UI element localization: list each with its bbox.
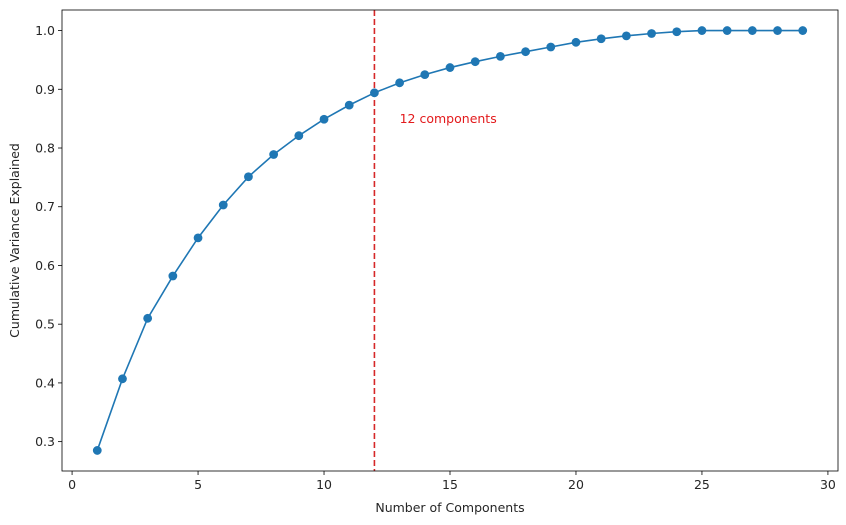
data-point — [571, 37, 581, 47]
x-tick-label: 0 — [68, 477, 76, 492]
y-tick-label: 0.6 — [35, 258, 55, 273]
data-point — [697, 26, 707, 35]
y-tick-label: 0.7 — [35, 199, 55, 214]
data-point — [118, 374, 127, 384]
data-point — [193, 233, 203, 243]
data-point — [621, 31, 631, 41]
y-axis-ticks: 0.3 0.4 0.5 0.6 0.7 0.8 0.9 1.0 — [35, 23, 62, 449]
data-point — [546, 42, 556, 52]
data-point — [747, 26, 757, 35]
y-tick-label: 0.9 — [35, 82, 55, 97]
data-point — [495, 51, 505, 61]
y-tick-label: 1.0 — [35, 23, 55, 38]
annotation-label: 12 components — [400, 111, 497, 126]
x-tick-label: 10 — [316, 477, 332, 492]
data-point — [420, 70, 430, 79]
series-line — [96, 29, 803, 451]
data-point — [319, 114, 329, 124]
plot-area — [92, 10, 808, 471]
data-point — [294, 131, 304, 141]
y-axis-label: Cumulative Variance Explained — [7, 143, 22, 338]
data-point — [218, 200, 228, 210]
data-point — [92, 446, 102, 455]
y-tick-label: 0.8 — [35, 141, 55, 156]
data-point — [798, 26, 808, 35]
data-point — [143, 313, 153, 323]
data-point — [168, 271, 178, 281]
data-point — [244, 172, 253, 182]
data-point — [773, 26, 782, 35]
plot-frame — [61, 9, 839, 472]
data-point — [395, 78, 405, 88]
y-tick-label: 0.4 — [35, 375, 55, 390]
data-point — [647, 29, 656, 38]
x-axis-label: Number of Components — [375, 500, 524, 515]
x-axis-ticks: 0 5 10 15 20 25 30 — [68, 471, 836, 492]
data-point — [370, 88, 379, 98]
data-point — [269, 150, 279, 159]
data-point — [521, 47, 530, 57]
x-tick-label: 15 — [442, 477, 458, 492]
x-tick-label: 30 — [820, 477, 836, 492]
data-point — [672, 27, 682, 37]
y-tick-label: 0.3 — [35, 434, 55, 449]
x-tick-label: 25 — [694, 477, 710, 492]
y-tick-label: 0.5 — [35, 317, 55, 332]
data-point — [344, 100, 354, 110]
data-point — [596, 34, 606, 44]
data-point — [445, 63, 455, 72]
data-point — [470, 57, 480, 67]
x-tick-label: 5 — [194, 477, 202, 492]
x-tick-label: 20 — [568, 477, 584, 492]
data-point — [722, 26, 732, 35]
